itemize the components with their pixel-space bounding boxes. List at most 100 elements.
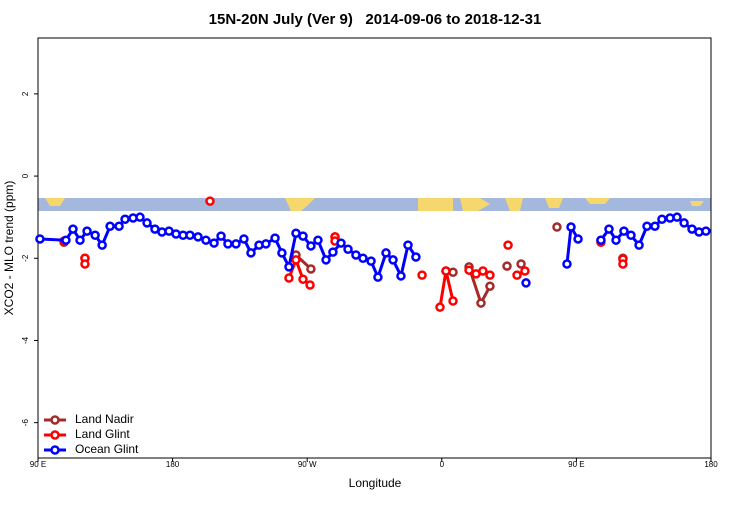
point [366, 256, 376, 266]
map-strip [38, 198, 711, 211]
chart-title: 15N-20N July (Ver 9) 2014-09-06 to 2018-… [209, 11, 542, 28]
point [618, 259, 628, 269]
point [120, 214, 130, 224]
point [105, 221, 115, 231]
point [562, 259, 572, 269]
point [650, 221, 660, 231]
y-tick-label: -4 [21, 336, 30, 344]
x-tick-label: 90 E [30, 460, 46, 469]
point [485, 270, 495, 280]
point [478, 266, 488, 276]
point [351, 250, 361, 260]
point [343, 244, 353, 254]
point [619, 226, 629, 236]
point [566, 222, 576, 232]
point [596, 235, 606, 245]
point [223, 239, 233, 249]
point [209, 238, 219, 248]
point [205, 196, 215, 206]
legend-label: Ocean Glint [75, 442, 139, 456]
point [388, 255, 398, 265]
legend-label: Land Glint [75, 427, 130, 441]
point [381, 248, 391, 258]
point [284, 273, 294, 283]
point [552, 222, 562, 232]
y-tick-label: 0 [21, 173, 30, 178]
point [626, 230, 636, 241]
x-tick-label: 180 [704, 460, 718, 469]
point [201, 235, 211, 245]
point [306, 241, 316, 251]
point [216, 231, 226, 241]
series-line [83, 236, 625, 308]
x-axis-label: Longitude [349, 476, 402, 490]
point [193, 232, 203, 242]
point [503, 240, 513, 250]
point [448, 296, 458, 306]
point [82, 226, 92, 236]
point [396, 271, 406, 281]
point [185, 230, 195, 241]
x-tick-label: 0 [440, 460, 445, 469]
point [270, 233, 280, 243]
point [634, 240, 644, 250]
x-tick-label: 180 [166, 460, 180, 469]
legend-marker [50, 445, 60, 455]
point [512, 270, 522, 280]
point [611, 235, 621, 245]
point [135, 212, 145, 222]
point [642, 221, 652, 231]
point [502, 261, 512, 271]
point [358, 253, 368, 264]
point [679, 218, 689, 228]
point [261, 239, 271, 249]
point [305, 280, 315, 290]
point [35, 234, 45, 244]
point [657, 214, 667, 224]
point [417, 270, 427, 280]
series-line [296, 255, 623, 303]
y-tick-label: -2 [21, 254, 30, 262]
point [485, 281, 495, 291]
point [75, 235, 85, 245]
plot-frame [37, 37, 712, 459]
point [435, 302, 445, 312]
point [306, 264, 316, 274]
point [516, 259, 526, 269]
point [604, 224, 614, 234]
point [521, 278, 531, 288]
x-tick-label: 90 W [298, 460, 317, 469]
legend-label: Land Nadir [75, 412, 134, 426]
point [313, 235, 323, 245]
point [246, 248, 256, 258]
map-ocean [38, 198, 711, 211]
point [464, 265, 474, 275]
point [520, 266, 530, 276]
point [298, 274, 308, 284]
point [573, 234, 583, 244]
point [277, 248, 287, 258]
point [239, 234, 249, 244]
point [97, 240, 107, 250]
point [701, 226, 711, 236]
point [61, 235, 71, 245]
legend-marker [50, 430, 60, 440]
point [672, 212, 682, 222]
point [373, 272, 383, 282]
x-tick-label: 90 E [568, 460, 584, 469]
y-tick-label: 2 [21, 91, 30, 96]
point [142, 218, 152, 228]
point [476, 298, 486, 308]
point [298, 231, 308, 241]
point [291, 255, 301, 265]
point [284, 262, 294, 272]
point [403, 240, 413, 250]
point [328, 247, 338, 257]
point [441, 266, 451, 276]
point [411, 252, 421, 262]
point [321, 255, 331, 265]
point [231, 239, 241, 249]
